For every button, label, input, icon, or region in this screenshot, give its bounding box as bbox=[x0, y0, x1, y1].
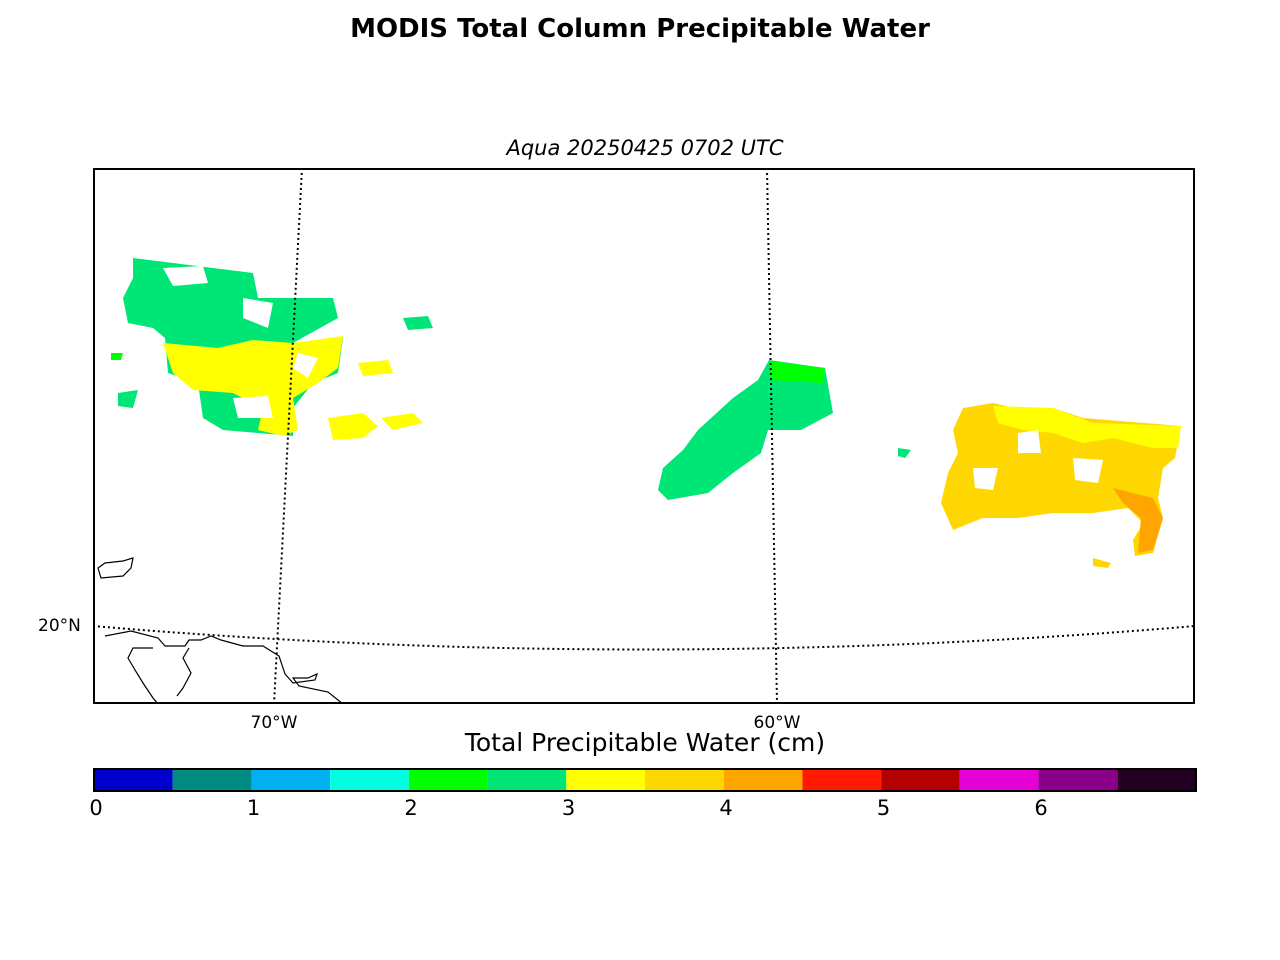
figure-subtitle: Aqua 20250425 0702 UTC bbox=[506, 136, 784, 160]
colorbar-segment bbox=[330, 769, 409, 791]
coastline bbox=[97, 557, 344, 704]
colorbar-segment bbox=[881, 769, 960, 791]
pw-field-center bbox=[658, 360, 833, 500]
lat-label-20n: 20°N bbox=[38, 616, 81, 636]
figure-title: MODIS Total Column Precipitable Water bbox=[350, 14, 930, 44]
colorbar-tick-label: 1 bbox=[246, 796, 261, 820]
colorbar-border bbox=[93, 768, 1197, 792]
colorbar-segment bbox=[566, 769, 645, 791]
colorbar-segment bbox=[251, 769, 331, 791]
colorbar-title: Total Precipitable Water (cm) bbox=[464, 728, 826, 757]
colorbar-segment bbox=[802, 769, 882, 791]
pw-field-east bbox=[898, 403, 1181, 568]
colorbar-tick-label: 0 bbox=[89, 796, 103, 820]
colorbar-segment bbox=[1038, 769, 1118, 791]
graticule bbox=[93, 168, 1195, 704]
map-panel bbox=[93, 168, 1195, 704]
colorbar-tick-label: 3 bbox=[561, 796, 576, 820]
colorbar-segment bbox=[172, 769, 252, 791]
colorbar-segment bbox=[1117, 769, 1196, 791]
colorbar-segment bbox=[94, 769, 173, 791]
lon-label-60w: 60°W bbox=[753, 713, 801, 733]
colorbar-tick-label: 6 bbox=[1034, 796, 1048, 820]
colorbar-segment bbox=[487, 769, 567, 791]
colorbar-segment bbox=[645, 769, 724, 791]
lon-label-70w: 70°W bbox=[250, 713, 298, 733]
colorbar-tick-label: 4 bbox=[719, 796, 733, 820]
colorbar bbox=[93, 768, 1197, 792]
pw-field-west bbox=[111, 258, 433, 440]
map-border bbox=[93, 168, 1195, 704]
colorbar-segment bbox=[959, 769, 1039, 791]
colorbar-segment bbox=[723, 769, 803, 791]
colorbar-segment bbox=[408, 769, 488, 791]
colorbar-tick-label: 2 bbox=[404, 796, 418, 820]
colorbar-tick-label: 5 bbox=[876, 796, 891, 820]
